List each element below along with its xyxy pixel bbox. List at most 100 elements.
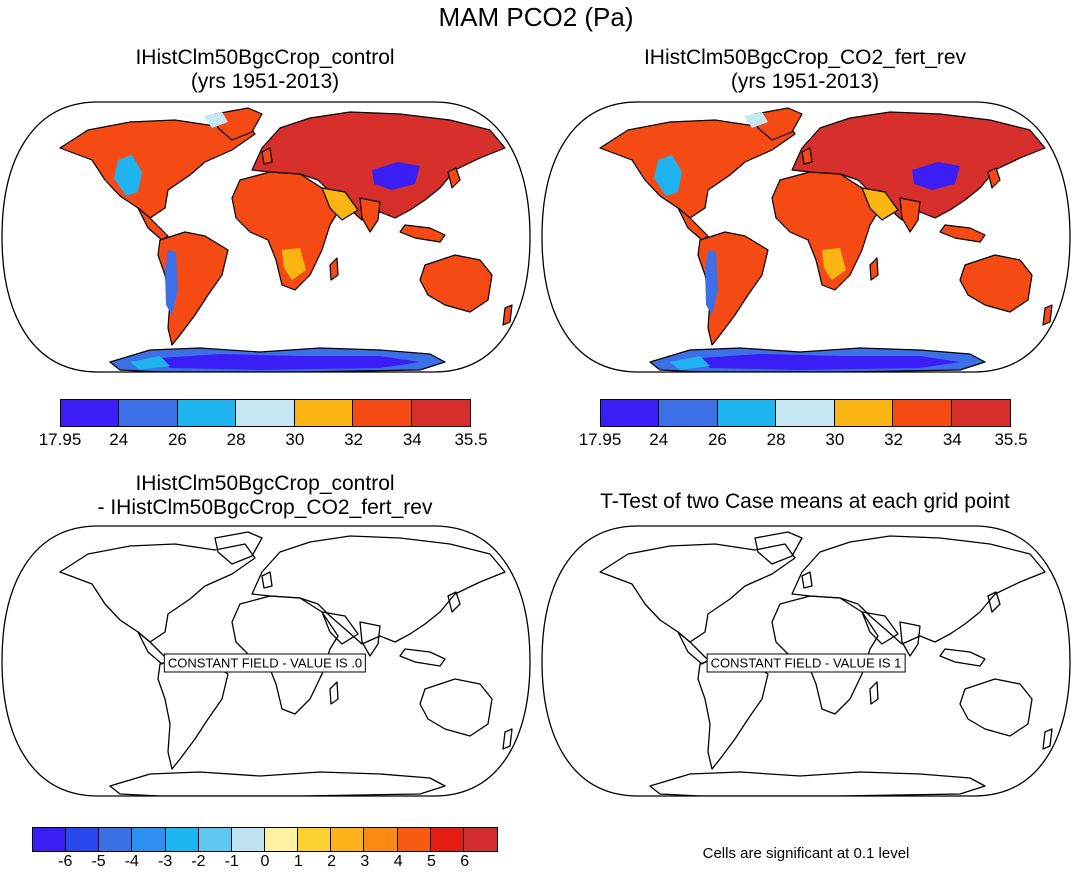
colorbar-tick-label: 34: [942, 430, 962, 449]
colorbar-box: [236, 400, 295, 426]
colorbar-box: [776, 400, 835, 426]
land-greenland: [214, 107, 263, 141]
map-difference-svg: [1, 525, 531, 797]
colorbar-box: [463, 828, 497, 851]
constant-field-label-difference: CONSTANT FIELD - VALUE IS .0: [163, 653, 367, 673]
panel-3-title-line2: - IHistClm50BgcCrop_CO2_fert_rev: [97, 496, 433, 519]
colorbar-tick-label: 30: [285, 430, 305, 449]
colorbar-tick-label: 6: [460, 853, 470, 870]
land-madagascar: [869, 257, 879, 281]
patch-antarctica-coast: [670, 356, 710, 370]
colorbar-box: [353, 400, 412, 426]
map-panel-ttest: [540, 524, 1072, 798]
colorbar-control-ticks: 17.95 24 26 28 30 32 34 35.5: [39, 430, 488, 452]
constant-field-label-ttest: CONSTANT FIELD - VALUE IS 1: [706, 653, 906, 673]
colorbar-box: [61, 400, 120, 426]
land-japan: [447, 591, 461, 613]
patch-antarctica-interior: [700, 354, 960, 370]
land-central-america: [677, 207, 709, 241]
patch-tibet: [372, 162, 420, 190]
colorbar-tick-label: -2: [191, 853, 206, 870]
colorbar-tick-label: -3: [158, 853, 173, 870]
patch-arctic: [744, 112, 768, 128]
colorbar-box: [33, 828, 67, 851]
colorbar-box: [132, 828, 166, 851]
land-madagascar: [869, 681, 879, 705]
land-eurasia: [791, 535, 1046, 645]
colorbar-tick-label: 24: [649, 430, 669, 449]
panel-1-title-line2: (yrs 1951-2013): [190, 70, 340, 93]
panel-3-title: IHistClm50BgcCrop_control - IHistClm50Bg…: [30, 472, 500, 520]
colorbar-tick-label: 32: [884, 430, 904, 449]
colorbar-tick-label: 17.95: [578, 430, 622, 449]
colorbar-box: [430, 828, 464, 851]
land-south-america: [697, 655, 769, 770]
colorbar-tick-label: -4: [124, 853, 139, 870]
patch-southern-africa: [282, 248, 306, 280]
land-australia: [959, 254, 1033, 313]
land-uk: [801, 571, 813, 589]
colorbar-box: [834, 400, 894, 426]
patch-andes: [165, 250, 178, 315]
patch-andes: [705, 250, 718, 315]
land-greenland: [754, 107, 803, 141]
colorbar-tick-label: 30: [825, 430, 845, 449]
patch-arctic: [204, 112, 228, 128]
figure-title: MAM PCO2 (Pa): [438, 2, 634, 32]
patch-rockies: [654, 155, 682, 196]
colorbar-tick-label: 35.5: [454, 430, 488, 449]
land-uk: [261, 571, 273, 589]
panel-4-title-line1: T-Test of two Case means at each grid po…: [600, 490, 1010, 513]
colorbar-tick-label: 0: [260, 853, 270, 870]
land-uk: [261, 147, 273, 165]
colorbar-tick-label: 4: [393, 853, 403, 870]
colorbar-tick-label: -5: [91, 853, 106, 870]
colorbar-box: [165, 828, 199, 851]
colorbar-box: [264, 828, 299, 851]
significance-footnote: Cells are significant at 0.1 level: [702, 845, 910, 862]
colorbar-tick-label: 34: [402, 430, 422, 449]
colorbar-tick-label: 3: [360, 853, 370, 870]
land-new-zealand: [502, 304, 513, 326]
patch-southern-africa: [822, 248, 846, 280]
land-se-asia-islands: [399, 648, 446, 667]
land-australia: [419, 678, 493, 737]
land-africa: [771, 171, 879, 291]
land-eurasia: [791, 111, 1046, 221]
colorbar-box: [893, 400, 952, 426]
colorbar-tick-label: -6: [58, 853, 73, 870]
land-eurasia: [251, 111, 506, 221]
map-globe-border: [1, 101, 531, 373]
map-co2-fert-rev-svg: [541, 101, 1071, 373]
colorbar-box: [231, 828, 265, 851]
land-arabia: [321, 187, 359, 221]
colorbar-box: [717, 400, 777, 426]
colorbar-box: [198, 828, 232, 851]
colorbar-box: [601, 400, 660, 426]
colorbar-tick-label: -1: [224, 853, 239, 870]
colorbar-tick-label: 32: [344, 430, 364, 449]
panel-1-title-line1: IHistClm50BgcCrop_control: [135, 46, 395, 69]
land-new-zealand: [502, 728, 513, 750]
land-japan: [987, 591, 1001, 613]
colorbar-box: [397, 828, 431, 851]
land-se-asia-islands: [939, 648, 986, 667]
colorbar-co2-fert-rev: [600, 399, 1011, 427]
land-india: [359, 621, 381, 657]
map-globe-border: [541, 525, 1071, 797]
land-eurasia: [251, 535, 506, 645]
land-africa: [771, 595, 879, 715]
colorbar-tick-label: 2: [327, 853, 337, 870]
panel-2-title-line2: (yrs 1951-2013): [730, 70, 880, 93]
land-arabia: [861, 611, 899, 645]
colorbar-box: [294, 400, 354, 426]
colorbar-tick-label: 17.95: [38, 430, 82, 449]
colorbar-difference-ticks: -6 -5 -4 -3 -2 -1 0 1 2 3 4 5 6: [32, 853, 498, 875]
land-north-america: [599, 543, 796, 643]
panel-4-title: T-Test of two Case means at each grid po…: [540, 490, 1070, 514]
land-se-asia-islands: [399, 224, 446, 243]
colorbar-box: [659, 400, 718, 426]
colorbar-control: [60, 399, 471, 427]
land-south-america: [157, 655, 229, 770]
map-ttest-svg: [541, 525, 1071, 797]
